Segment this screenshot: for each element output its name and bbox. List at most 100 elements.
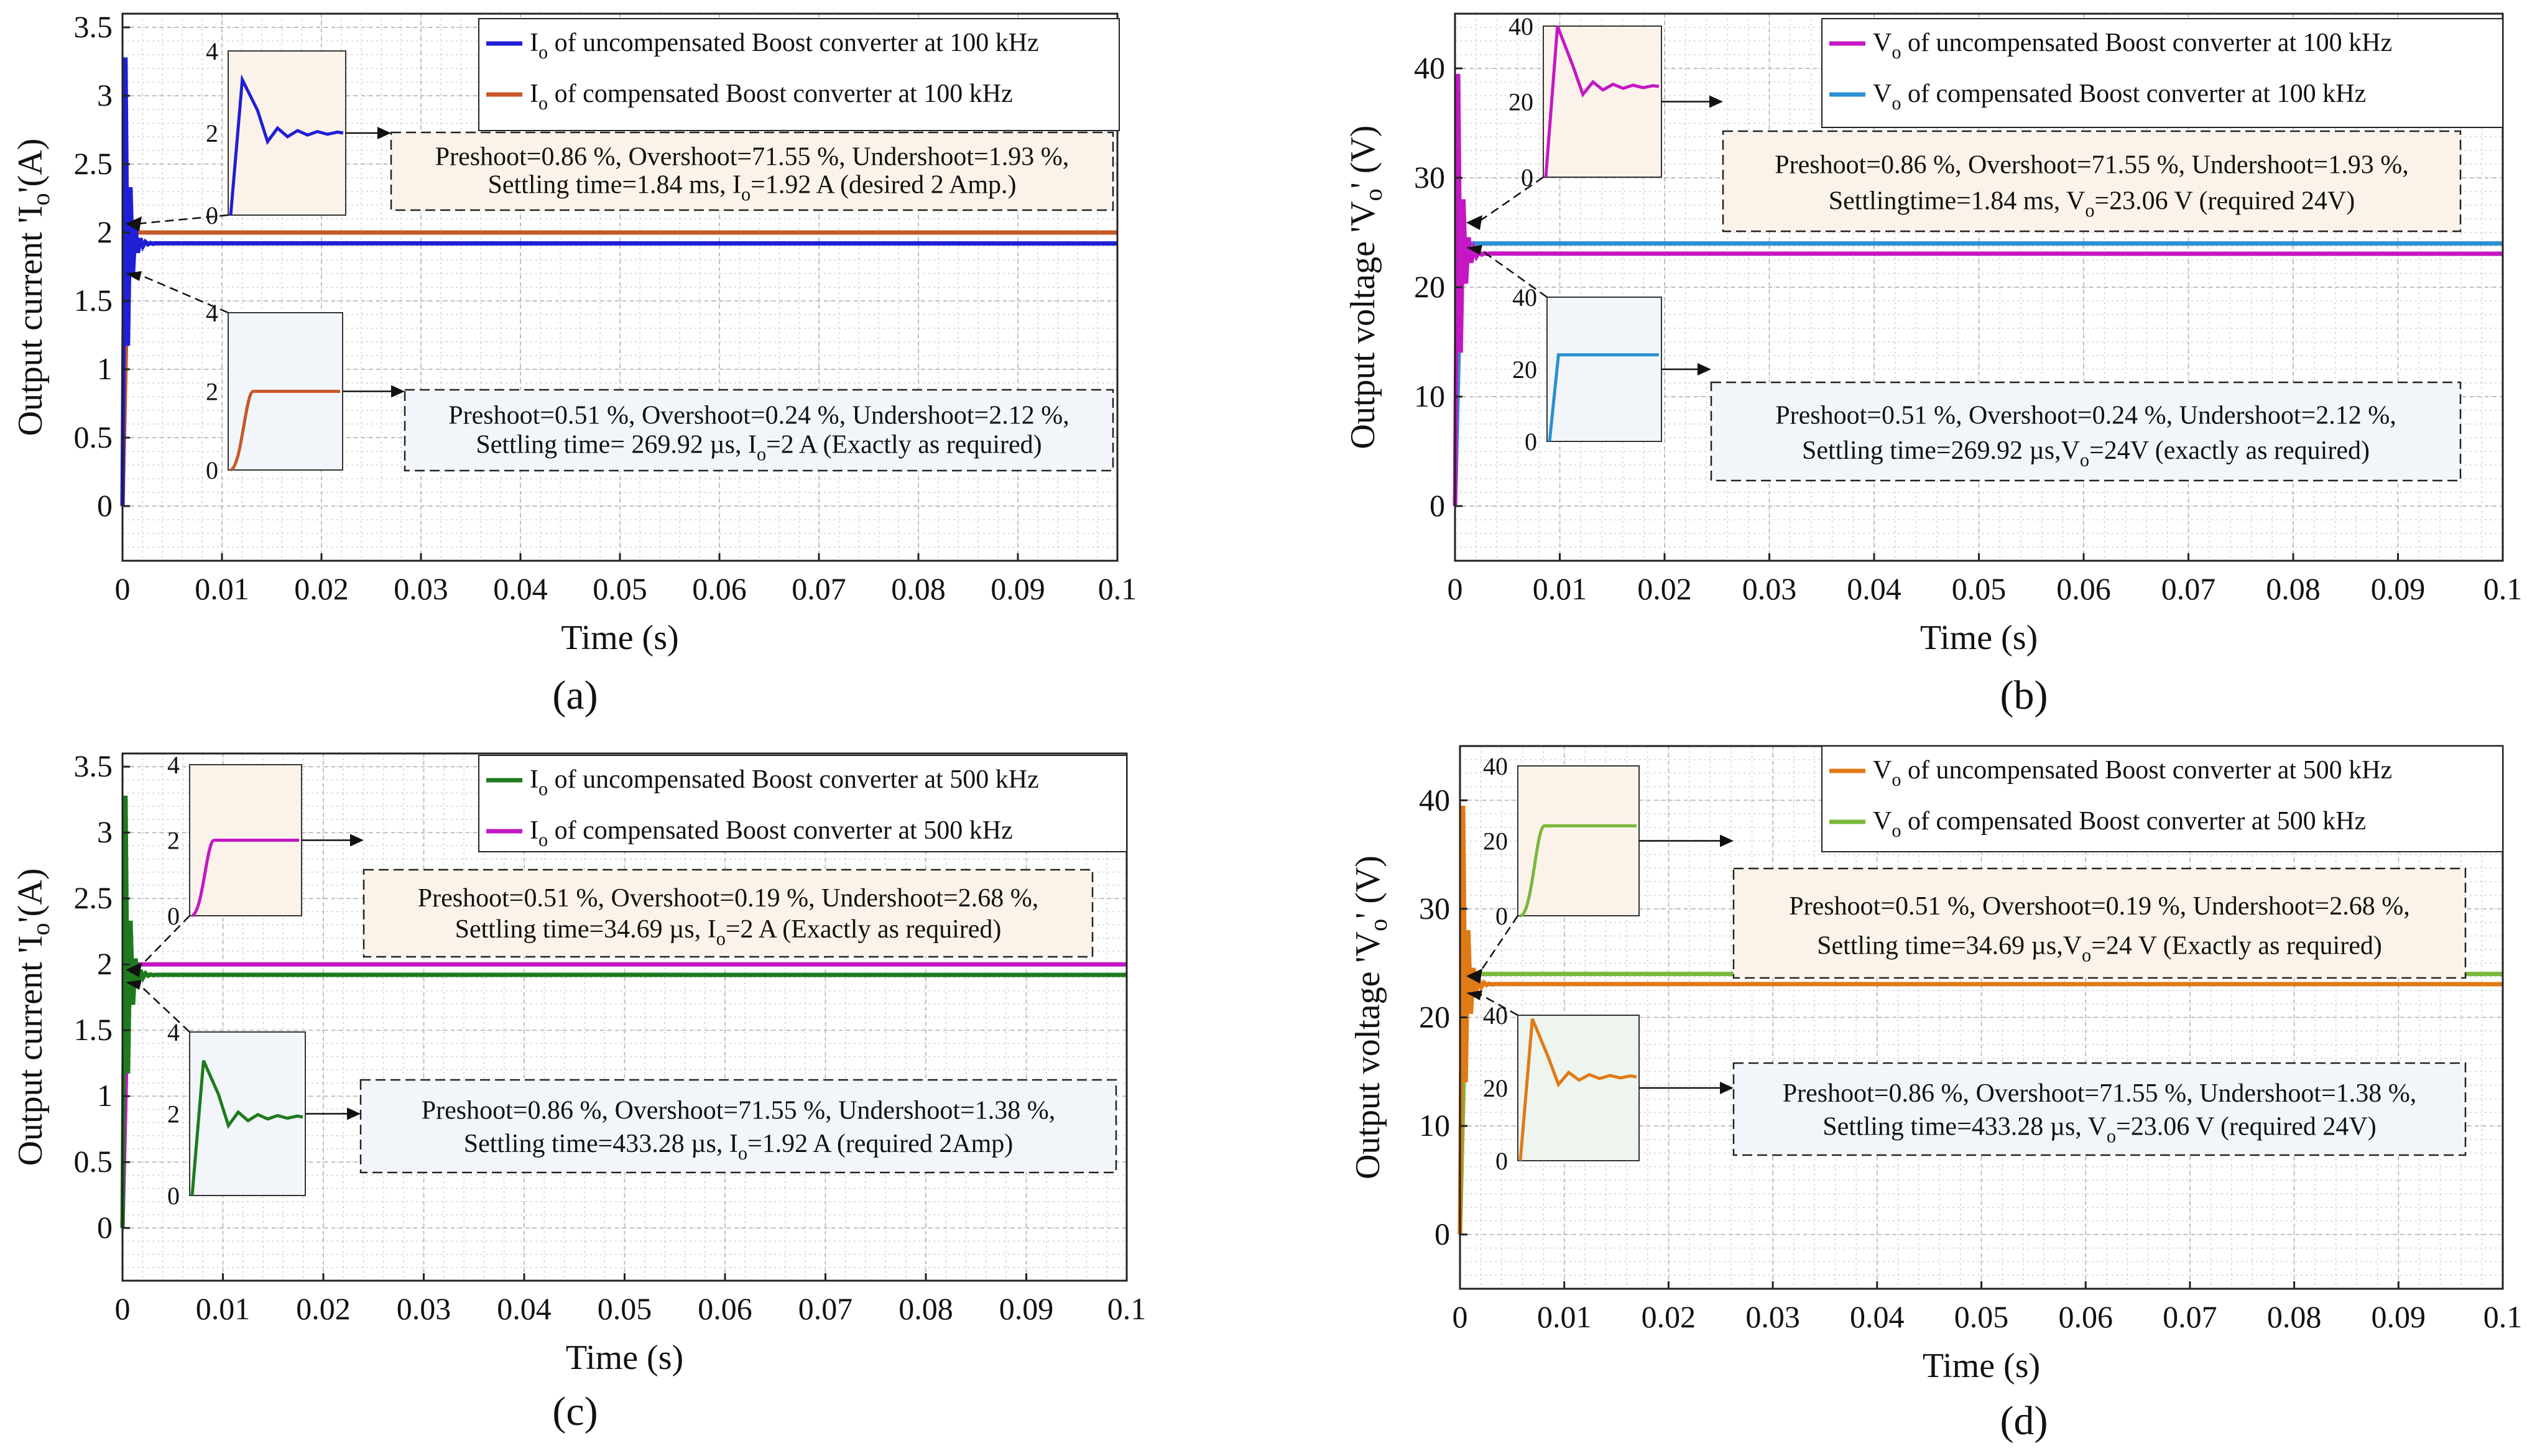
- y-axis-label-group: Output current 'Io'(A): [11, 139, 55, 436]
- x-tick-label: 0.07: [792, 571, 846, 606]
- inset-tick-label: 0: [167, 902, 180, 930]
- x-tick-label: 0.02: [294, 571, 349, 606]
- inset-curve: [191, 839, 299, 918]
- inset-2: 0 2 4: [167, 1018, 306, 1210]
- inset-curve: [1544, 25, 1660, 178]
- annotation-line-2: Settling time=34.69 µs, Io=2 A (Exactly …: [455, 915, 1002, 949]
- x-tick-label: 0.01: [1537, 1299, 1592, 1334]
- x-axis-label: Time (s): [1923, 1347, 2040, 1385]
- annotation-box: [1710, 381, 2462, 482]
- inset-frame: [1517, 1015, 1640, 1161]
- y-tick-label: 1: [97, 1078, 113, 1113]
- x-tick-label: 0.06: [2056, 571, 2111, 606]
- y-tick-label: 40: [1414, 50, 1445, 85]
- panel-label: (d): [2000, 1398, 2048, 1444]
- x-tick-label: 0.02: [1637, 571, 1692, 606]
- annotation-line-2: Settlingtime=1.84 ms, Vo=23.06 V (requir…: [1829, 187, 2355, 221]
- x-tick-label: 0.1: [2483, 1299, 2523, 1334]
- x-tick-label: 0.05: [1954, 1299, 2009, 1334]
- inset-curve: [229, 74, 344, 216]
- annotation-line-1: Preshoot=0.86 %, Overshoot=71.55 %, Unde…: [1783, 1079, 2416, 1108]
- y-axis-label: Output current 'Io'(A): [11, 139, 55, 436]
- pointer-arrowhead: [126, 216, 142, 231]
- annotation-box: [1722, 130, 2462, 233]
- x-tick-label: 0.09: [999, 1291, 1054, 1326]
- inset-tick-label: 2: [206, 378, 218, 406]
- inset-tick-label: 0: [1525, 428, 1537, 456]
- y-tick-label: 1: [97, 351, 113, 386]
- x-tick-label: 0.03: [397, 1291, 451, 1326]
- inset-tick-label: 20: [1483, 1074, 1508, 1102]
- inset-1: 0 20 40: [1483, 752, 1640, 930]
- inset-1: 0 2 4: [167, 751, 302, 930]
- x-tick-label: 0.05: [1952, 571, 2007, 606]
- y-axis-label-group: Output voltage 'Vo' (V): [1344, 126, 1387, 449]
- pointer-dashed-line: [1476, 915, 1519, 977]
- inset-tick-label: 2: [206, 119, 218, 147]
- x-tick-label: 0.07: [798, 1291, 853, 1326]
- x-axis-label: Time (s): [566, 1339, 683, 1377]
- y-tick-label: 3.5: [74, 9, 113, 44]
- series-uncompensated-line: [120, 795, 1127, 1228]
- inset-tick-label: 4: [167, 751, 180, 779]
- pointer-dashed-line: [1477, 246, 1548, 298]
- inset-frame: [189, 1031, 306, 1196]
- legend-entry-compensated: Io of compensated Boost converter at 500…: [530, 816, 1013, 850]
- x-tick-label: 0.04: [493, 571, 548, 606]
- x-tick-label: 0.05: [593, 571, 647, 606]
- annotation-line-1: Preshoot=0.86 %, Overshoot=71.55 %, Unde…: [1775, 151, 2408, 180]
- annotation-arrowhead: [1698, 363, 1711, 376]
- series-uncompensated-line: [120, 57, 1118, 507]
- annotation-1: Preshoot=0.86 %, Overshoot=71.55 %, Unde…: [1466, 95, 2462, 233]
- pointer-arrowhead: [126, 962, 142, 977]
- annotation-line-2: Settling time=34.69 µs,Vo=24 V (Exactly …: [1817, 931, 2382, 965]
- inset-frame: [1517, 765, 1640, 916]
- annotation-line-2: Settling time=433.28 µs, Io=1.92 A (requ…: [464, 1130, 1013, 1164]
- annotation-line-1: Preshoot=0.51 %, Overshoot=0.19 %, Under…: [418, 884, 1038, 913]
- inset-curve: [190, 1060, 303, 1196]
- y-tick-label: 40: [1419, 782, 1450, 817]
- x-tick-label: 0.04: [497, 1291, 552, 1326]
- x-tick-label: 0.09: [991, 571, 1045, 606]
- annotation-box: [363, 869, 1094, 958]
- panel-label: (b): [2000, 673, 2048, 718]
- annotation-1: Preshoot=0.86 %, Overshoot=71.55 %, Unde…: [126, 127, 1114, 231]
- annotation-line-1: Preshoot=0.86 %, Overshoot=71.55 %, Unde…: [435, 143, 1069, 172]
- annotation-line-2: Settling time=433.28 µs, Vo=23.06 V (req…: [1822, 1112, 2377, 1146]
- annotation-arrowhead: [1720, 1082, 1734, 1094]
- pointer-arrowhead: [1466, 969, 1482, 984]
- x-tick-label: 0: [115, 571, 131, 606]
- legend-entry-uncompensated: Io of uncompensated Boost converter at 5…: [530, 765, 1039, 799]
- annotation-arrowhead: [347, 1107, 361, 1120]
- legend-box: [1821, 18, 2503, 128]
- y-tick-label: 0.5: [74, 420, 113, 454]
- inset-tick-label: 4: [206, 299, 218, 327]
- x-tick-label: 0.1: [2483, 571, 2523, 606]
- inset-tick-label: 0: [1495, 902, 1508, 930]
- inset-frame: [1546, 297, 1662, 442]
- legend-box: [478, 755, 1127, 852]
- inset-curve: [1518, 1018, 1637, 1161]
- annotation-box: [1732, 867, 2467, 979]
- annotation-arrowhead: [1709, 95, 1723, 108]
- y-tick-label: 10: [1414, 379, 1445, 413]
- panel-label: (a): [552, 673, 598, 718]
- x-tick-label: 0.07: [2161, 571, 2216, 606]
- x-tick-label: 0.1: [1107, 1291, 1147, 1326]
- annotation-box: [1732, 1062, 2467, 1156]
- y-tick-label: 0: [1434, 1217, 1450, 1251]
- x-tick-label: 0.01: [195, 571, 249, 606]
- y-tick-label: 20: [1414, 269, 1445, 304]
- annotation-box: [390, 131, 1114, 211]
- y-tick-label: 30: [1414, 160, 1445, 195]
- x-tick-label: 0.07: [2163, 1299, 2217, 1334]
- inset-tick-label: 20: [1512, 356, 1537, 384]
- x-tick-label: 0: [115, 1291, 131, 1326]
- annotation-2: Preshoot=0.86 %, Overshoot=71.55 %, Unde…: [1466, 990, 2467, 1156]
- annotation-line-2: Settling time=269.92 µs,Vo=24V (exactly …: [1802, 436, 2370, 471]
- x-tick-label: 0.04: [1847, 571, 1901, 606]
- inset-tick-label: 20: [1508, 88, 1533, 116]
- y-tick-label: 10: [1419, 1108, 1450, 1143]
- pointer-dashed-line: [136, 915, 190, 970]
- chart-panel-2: 0 0.01 0.02 0.03 0.04 0.05 0.06 0.07 0.08 0.09 0.1…: [1344, 12, 2522, 718]
